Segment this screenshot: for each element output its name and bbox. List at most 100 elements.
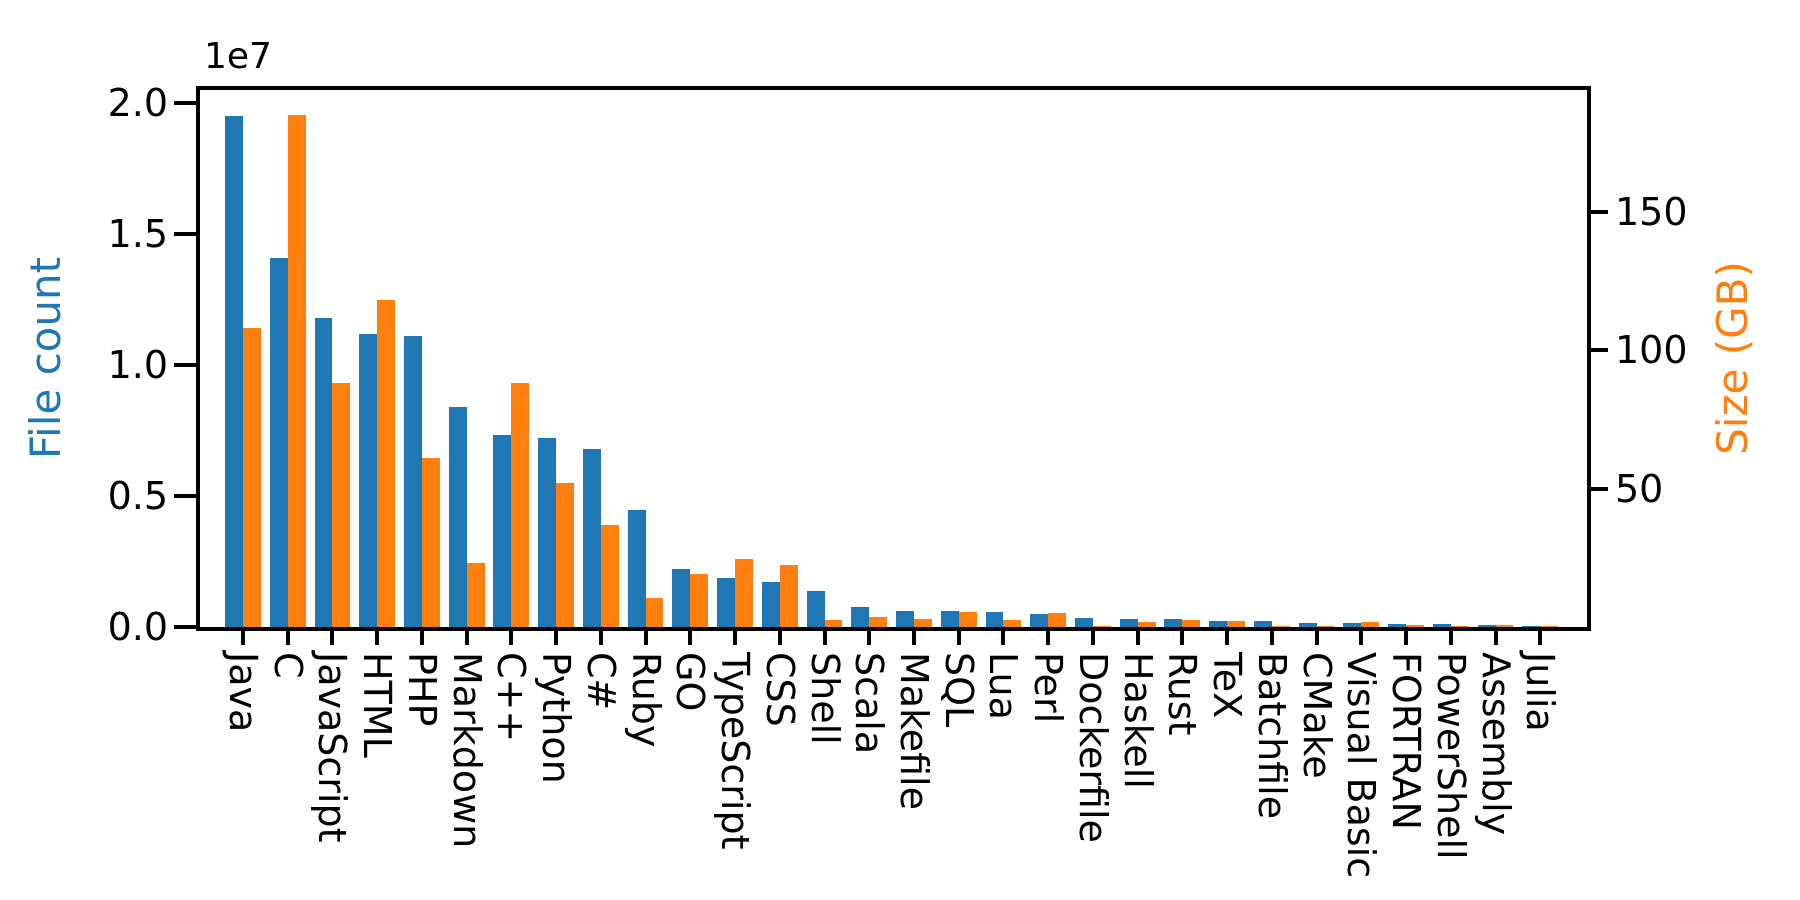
x-tick-mark [241,631,245,645]
x-tick-mark [1225,631,1230,645]
left-y-tick-mark [174,494,196,498]
x-tick-mark [1090,631,1095,645]
bar-file-count [1522,626,1541,627]
bar-file-count [851,606,870,627]
left-y-tick-mark [174,101,196,106]
x-tick-mark [509,631,514,645]
bar-size-gb [1003,619,1022,627]
bar-file-count [582,448,601,627]
right-y-tick-label: 150 [1615,189,1688,234]
x-tick-label: HTML [355,652,400,758]
x-tick-mark [1180,631,1185,645]
bar-size-gb [466,563,485,627]
x-tick-label: FORTRAN [1384,652,1429,830]
bar-size-gb [824,619,843,627]
x-tick-mark [1538,631,1543,645]
x-tick-label: GO [668,652,713,712]
bar-file-count [1253,620,1272,627]
bar-file-count [1388,623,1407,627]
bar-size-gb [1540,626,1559,627]
left-y-tick-label: 0.5 [107,474,168,518]
x-tick-label: C [265,652,310,679]
bar-file-count [1477,625,1496,627]
bar-size-gb [1495,624,1514,627]
x-tick-label: CSS [757,652,802,727]
bar-size-gb [1048,613,1067,627]
x-tick-mark [375,631,380,645]
x-tick-mark [777,631,782,645]
bar-size-gb [332,383,351,627]
left-axis-label: File count [21,256,70,460]
bar-file-count [806,591,825,627]
bar-file-count [761,582,780,627]
x-tick-mark [1493,631,1498,645]
bar-file-count [493,434,512,627]
bar-size-gb [1182,619,1201,627]
x-tick-label: Ruby [623,652,668,748]
x-tick-label: TypeScript [713,652,758,850]
bar-size-gb [1137,622,1156,627]
x-tick-mark [1046,631,1051,645]
right-y-tick-label: 50 [1615,466,1664,511]
bar-size-gb [735,559,753,627]
bar-size-gb [1227,620,1246,627]
bar-file-count [538,438,557,627]
x-tick-label: Visual Basic [1339,652,1384,879]
bar-size-gb [243,328,261,627]
x-tick-label: Makefile [891,652,936,810]
x-tick-mark [733,631,738,645]
bar-size-gb [287,114,306,627]
x-tick-mark [419,631,424,645]
x-tick-mark [1404,631,1409,645]
x-tick-mark [643,631,648,645]
x-tick-mark [956,631,961,645]
x-tick-label: Julia [1518,652,1563,732]
x-tick-label: TeX [1205,652,1250,719]
x-tick-mark [330,631,335,645]
x-tick-label: Assembly [1473,652,1518,836]
x-tick-mark [598,631,603,645]
x-tick-mark [1448,631,1453,645]
bar-file-count [448,407,467,627]
x-tick-mark [1359,631,1364,645]
x-tick-mark [1314,631,1319,645]
bar-size-gb [1316,626,1335,627]
bar-file-count [940,610,959,627]
x-tick-mark [688,631,693,645]
x-tick-label: Lua [981,652,1026,720]
right-y-tick-mark [1591,486,1608,491]
x-tick-label: Dockerfile [1070,652,1115,843]
bar-file-count [627,510,646,627]
x-tick-mark [867,631,872,645]
x-tick-label: PHP [399,652,444,727]
x-tick-mark [1001,631,1006,645]
left-y-tick-label: 1.5 [107,212,168,257]
left-y-tick-mark [174,232,196,237]
bar-file-count [225,116,243,627]
plot-area [196,86,1591,631]
x-tick-label: C++ [489,652,534,743]
left-axis-offset-text: 1e7 [204,36,272,77]
left-y-tick-mark [174,363,196,367]
bar-size-gb [645,597,664,627]
left-y-tick-label: 1.0 [107,343,168,387]
x-tick-label: Markdown [444,652,489,849]
bar-file-count [1164,618,1183,627]
x-tick-label: JavaScript [310,652,355,843]
bar-size-gb [958,612,977,627]
bar-size-gb [1092,625,1111,627]
bar-size-gb [1271,626,1290,627]
left-y-tick-label: 0.0 [107,605,168,649]
x-tick-label: PowerShell [1428,652,1473,860]
bar-file-count [1075,617,1093,627]
bar-size-gb [779,564,798,627]
x-tick-mark [285,631,290,645]
bar-file-count [404,336,422,627]
x-tick-label: C# [578,652,623,711]
x-tick-mark [554,631,559,645]
bar-size-gb [913,618,932,627]
x-tick-mark [911,631,916,645]
bar-file-count [672,568,691,627]
bar-file-count [717,577,736,627]
bar-file-count [896,610,914,627]
